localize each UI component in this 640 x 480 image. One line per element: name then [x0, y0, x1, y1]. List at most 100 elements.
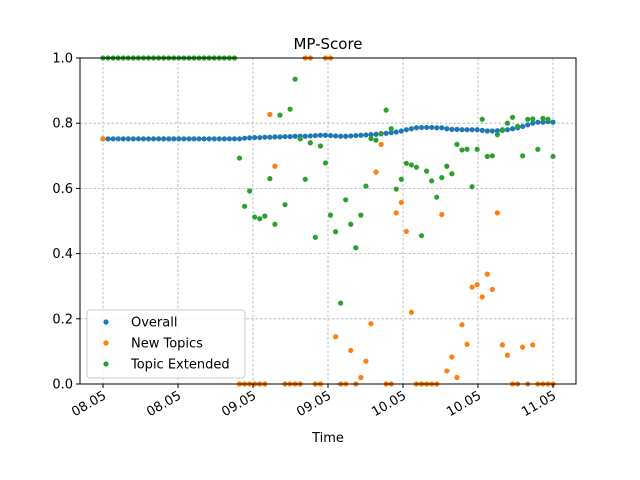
point-overall [393, 129, 399, 135]
x-tick-label: 10.05 [444, 388, 484, 420]
point-overall [130, 136, 136, 142]
point-overall [343, 133, 349, 139]
point-new-topics [474, 281, 480, 288]
point-topic-extended [373, 137, 379, 143]
point-topic-extended [353, 245, 359, 251]
point-overall [449, 126, 455, 132]
chart-title: MP-Score [293, 35, 362, 53]
point-topic-extended [479, 116, 485, 122]
point-overall [267, 134, 273, 140]
point-new-topics [378, 141, 384, 147]
point-overall [494, 128, 500, 134]
y-tick-label: 1.0 [52, 52, 73, 67]
point-topic-extended [302, 176, 308, 182]
point-topic-extended [277, 112, 283, 118]
point-topic-extended [322, 160, 329, 166]
point-topic-extended [297, 136, 303, 142]
point-topic-extended [287, 106, 293, 112]
x-tick-label: 08.05 [69, 388, 109, 420]
point-topic-extended [423, 168, 430, 174]
point-new-topics [464, 341, 470, 347]
point-overall [373, 131, 379, 137]
point-overall [125, 136, 131, 142]
point-topic-extended [378, 131, 384, 137]
point-overall [540, 119, 546, 125]
point-topic-extended [236, 155, 243, 161]
point-overall [307, 133, 313, 139]
point-overall [358, 132, 364, 138]
point-overall [247, 135, 253, 141]
legend-marker-overall [103, 319, 109, 325]
point-new-topics [332, 334, 339, 340]
legend-marker-topic-extended [103, 361, 109, 367]
x-axis: 08.05 08.05 09.05 09.05 10.05 10.05 11.05 [69, 384, 559, 420]
x-tick-label: 09.05 [294, 388, 334, 420]
point-overall [231, 136, 238, 142]
point-overall [145, 136, 152, 142]
point-topic-extended [525, 116, 531, 122]
point-overall [322, 132, 329, 138]
point-topic-extended [358, 212, 364, 218]
point-overall [408, 126, 415, 132]
point-overall [459, 127, 465, 133]
point-topic-extended [247, 188, 253, 194]
point-overall [161, 136, 167, 142]
point-overall [469, 127, 475, 133]
point-new-topics [449, 354, 455, 360]
point-topic-extended [535, 146, 541, 152]
x-axis-label: Time [311, 431, 344, 446]
point-topic-extended [439, 175, 445, 181]
y-tick-label: 0.8 [52, 117, 73, 132]
point-topic-extended [252, 214, 258, 220]
point-topic-extended [307, 140, 313, 146]
point-overall [277, 134, 283, 140]
point-overall [388, 130, 394, 136]
point-overall [535, 119, 541, 125]
x-tick-label: 08.05 [144, 388, 184, 420]
point-topic-extended [393, 186, 399, 192]
point-topic-extended [550, 153, 556, 160]
point-new-topics [358, 374, 364, 381]
legend-marker-new-topics [103, 340, 109, 346]
point-overall [191, 136, 197, 142]
legend-box [86, 309, 246, 379]
point-overall [312, 132, 318, 139]
point-overall [252, 134, 258, 141]
point-new-topics [484, 271, 490, 277]
point-overall [216, 136, 222, 142]
point-new-topics [363, 358, 369, 364]
point-topic-extended [449, 171, 455, 177]
point-overall [474, 127, 480, 133]
point-overall [105, 136, 111, 142]
point-topic-extended [434, 194, 440, 200]
point-overall [413, 125, 420, 131]
point-overall [211, 136, 217, 142]
point-overall [418, 124, 425, 131]
point-overall [257, 134, 263, 141]
point-overall [525, 122, 531, 128]
point-overall [363, 132, 369, 138]
point-overall [176, 136, 182, 142]
point-overall [383, 130, 389, 136]
point-overall [196, 136, 202, 142]
point-topic-extended [418, 233, 425, 239]
legend-label-overall: Overall [131, 316, 177, 331]
point-new-topics [267, 111, 273, 117]
point-overall [166, 136, 172, 142]
point-overall [332, 133, 339, 139]
point-overall [156, 136, 162, 142]
point-new-topics [348, 347, 354, 354]
point-new-topics [439, 211, 445, 218]
point-topic-extended [368, 135, 374, 142]
point-topic-extended [398, 176, 404, 182]
point-new-topics [499, 342, 506, 348]
point-topic-extended [348, 221, 354, 227]
point-overall [348, 133, 354, 139]
point-topic-extended [403, 160, 409, 166]
point-topic-extended [515, 123, 521, 130]
point-new-topics [504, 352, 511, 358]
point-topic-extended [343, 197, 349, 203]
point-overall [484, 128, 490, 134]
point-overall [327, 132, 334, 139]
point-overall [150, 136, 157, 142]
